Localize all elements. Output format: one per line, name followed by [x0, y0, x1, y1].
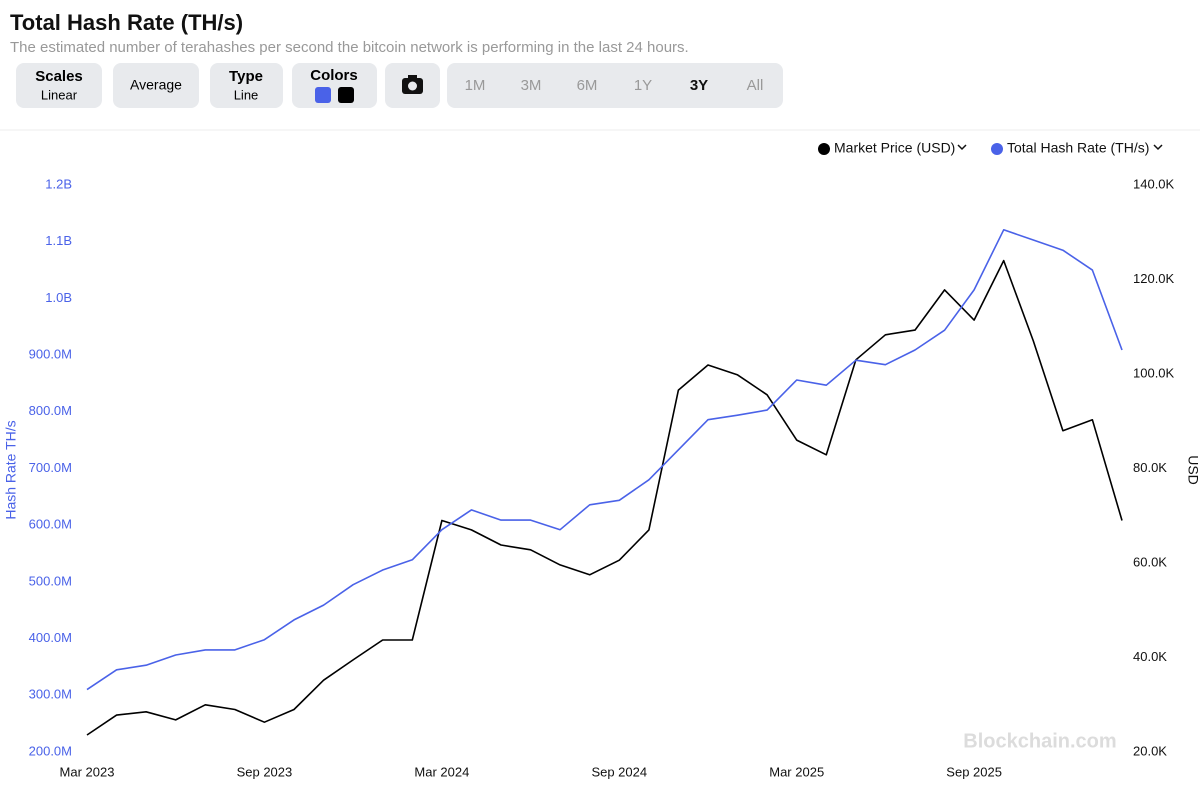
y-tick-label: 700.0M: [29, 460, 72, 475]
color-swatch: [315, 87, 331, 103]
watermark: Blockchain.com: [963, 730, 1116, 752]
legend-marker[interactable]: [991, 143, 1003, 155]
range-button[interactable]: 3Y: [690, 77, 708, 94]
y-tick-label: 300.0M: [29, 687, 72, 702]
button-bg: [210, 63, 283, 108]
y2-tick-label: 140.0K: [1133, 176, 1175, 191]
button-bg: [16, 63, 102, 108]
range-button[interactable]: All: [747, 77, 764, 94]
x-tick-label: Mar 2024: [414, 764, 469, 779]
y2-tick-label: 60.0K: [1133, 554, 1167, 569]
y-tick-label: 900.0M: [29, 347, 72, 362]
x-tick-label: Mar 2025: [769, 764, 824, 779]
range-button[interactable]: 6M: [577, 77, 598, 94]
range-button[interactable]: 1Y: [634, 77, 652, 94]
range-button[interactable]: 3M: [521, 77, 542, 94]
average-button[interactable]: Average: [113, 63, 199, 108]
scales-button[interactable]: Scales Linear: [16, 63, 102, 108]
camera-icon: [408, 75, 417, 79]
button-label: Colors: [310, 67, 358, 84]
x-tick-label: Mar 2023: [60, 764, 115, 779]
x-tick-label: Sep 2023: [237, 764, 293, 779]
button-label: Type: [229, 68, 263, 85]
y-axis-title: Hash Rate TH/s: [3, 420, 19, 519]
legend-chevron[interactable]: [957, 144, 967, 151]
range-buttons: 1M 3M 6M 1Y 3Y All: [465, 77, 764, 94]
y2-tick-label: 20.0K: [1133, 743, 1167, 758]
colors-button[interactable]: Colors: [292, 63, 377, 108]
title: Total Hash Rate (TH/s): [10, 10, 243, 35]
y2-tick-label: 120.0K: [1133, 271, 1175, 286]
legend: Market Price (USD) Total Hash Rate (TH/s): [818, 140, 1163, 156]
range-button[interactable]: 1M: [465, 77, 486, 94]
y-tick-label: 600.0M: [29, 517, 72, 532]
x-tick-label: Sep 2024: [591, 764, 647, 779]
x-tick-label: Sep 2025: [946, 764, 1002, 779]
y-tick-label: 1.0B: [45, 290, 72, 305]
y-tick-label: 400.0M: [29, 630, 72, 645]
legend-label[interactable]: Market Price (USD): [834, 140, 955, 156]
legend-chevron[interactable]: [1153, 144, 1163, 151]
subtitle: The estimated number of terahashes per s…: [10, 39, 689, 56]
button-label: Average: [130, 77, 182, 93]
y2-tick-label: 100.0K: [1133, 365, 1175, 380]
series-line: [86, 229, 1123, 691]
button-label: Scales: [35, 68, 83, 85]
button-bg: [292, 63, 377, 108]
y-tick-label: 500.0M: [29, 573, 72, 588]
color-swatch: [338, 87, 354, 103]
legend-label[interactable]: Total Hash Rate (TH/s): [1007, 140, 1149, 156]
y2-axis-title: USD: [1185, 455, 1200, 485]
series-line: [86, 259, 1123, 736]
y2-tick-label: 40.0K: [1133, 649, 1167, 664]
type-button[interactable]: Type Line: [210, 63, 283, 108]
button-value: Line: [234, 87, 259, 102]
legend-marker[interactable]: [818, 143, 830, 155]
y-tick-label: 1.1B: [45, 233, 72, 248]
camera-icon: [408, 81, 417, 91]
y2-tick-label: 80.0K: [1133, 460, 1167, 475]
y-tick-label: 200.0M: [29, 743, 72, 758]
range-group: [447, 63, 783, 108]
screenshot-button[interactable]: [385, 63, 440, 108]
y-tick-label: 1.2B: [45, 176, 72, 191]
button-value: Linear: [41, 87, 78, 102]
y-tick-label: 800.0M: [29, 403, 72, 418]
button-bg: [113, 63, 199, 108]
